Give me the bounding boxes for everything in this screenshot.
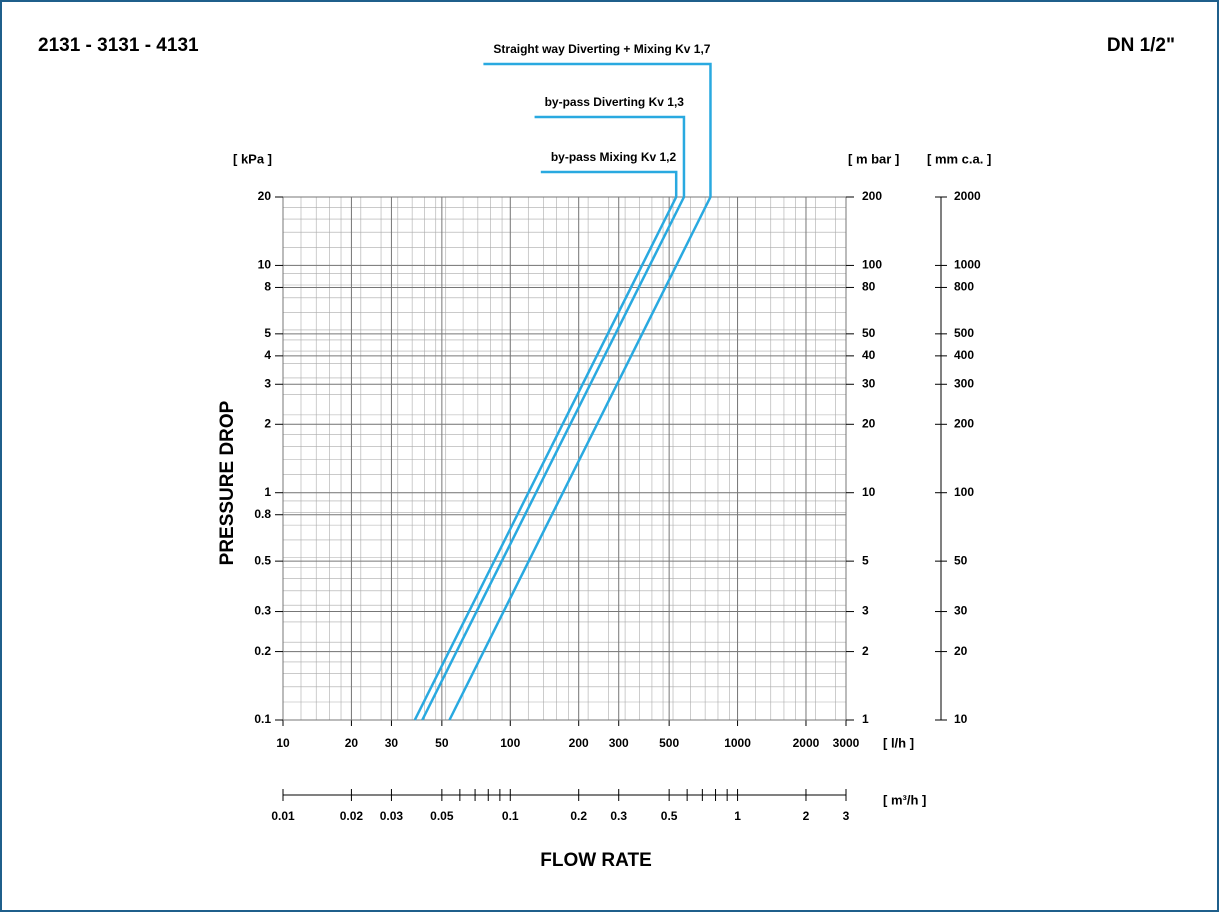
y3-tick-label: 500: [954, 326, 974, 340]
y-tick-label: 2: [264, 416, 271, 430]
y2-tick-label: 3: [862, 604, 869, 618]
y2-tick-label: 100: [862, 258, 882, 272]
legend-label: Straight way Diverting + Mixing Kv 1,7: [493, 42, 710, 56]
legend-label: by-pass Diverting Kv 1,3: [545, 95, 685, 109]
y2-tick-label: 40: [862, 348, 876, 362]
x2-tick-label: 0.3: [610, 809, 627, 823]
y-tick-label: 0.5: [254, 553, 271, 567]
x-tick-label: 10: [276, 736, 290, 750]
x2-tick-label: 0.02: [340, 809, 364, 823]
x-tick-label: 30: [385, 736, 399, 750]
chart-title: 2131 - 3131 - 4131: [38, 35, 199, 56]
legend-leader: [483, 62, 712, 197]
x-tick-label: 100: [500, 736, 520, 750]
x-tick-label: 300: [609, 736, 629, 750]
x2-tick-label: 0.01: [271, 809, 295, 823]
series-line: [421, 196, 686, 721]
x2-tick-label: 0.1: [502, 809, 519, 823]
x2-tick-label: 3: [843, 809, 850, 823]
y2-tick-label: 80: [862, 280, 876, 294]
y-tick-label: 20: [258, 189, 272, 203]
y3-tick-label: 800: [954, 280, 974, 294]
x-tick-label: 500: [659, 736, 679, 750]
x-tick-label: 20: [345, 736, 359, 750]
x2-unit: [ m³/h ]: [883, 792, 926, 807]
y3-tick-label: 2000: [954, 189, 981, 203]
y-tick-label: 10: [258, 258, 272, 272]
y3-tick-label: 200: [954, 416, 974, 430]
y-tick-label: 3: [264, 376, 271, 390]
legend-leader: [534, 115, 686, 197]
y-tick-label: 1: [264, 485, 271, 499]
x-tick-label: 50: [435, 736, 449, 750]
y2-tick-label: 2: [862, 644, 869, 658]
y-tick-label: 0.2: [254, 644, 271, 658]
y2-tick-label: 20: [862, 416, 876, 430]
y-axis-label: PRESSURE DROP: [217, 400, 238, 565]
y-tick-label: 5: [264, 326, 271, 340]
x2-tick-label: 0.2: [570, 809, 587, 823]
x-tick-label: 1000: [724, 736, 751, 750]
y-tick-label: 8: [264, 280, 271, 294]
y-unit: [ kPa ]: [233, 151, 272, 166]
y2-tick-label: 30: [862, 376, 876, 390]
y3-tick-label: 1000: [954, 258, 981, 272]
y2-tick-label: 50: [862, 326, 876, 340]
y3-tick-label: 50: [954, 553, 968, 567]
x-tick-label: 200: [569, 736, 589, 750]
y2-tick-label: 10: [862, 485, 876, 499]
y3-tick-label: 20: [954, 644, 968, 658]
y3-tick-label: 300: [954, 376, 974, 390]
y2-tick-label: 5: [862, 553, 869, 567]
x-tick-label: 3000: [833, 736, 860, 750]
legend-label: by-pass Mixing Kv 1,2: [551, 150, 677, 164]
y2-tick-label: 1: [862, 712, 869, 726]
x2-tick-label: 0.5: [661, 809, 678, 823]
y3-tick-label: 400: [954, 348, 974, 362]
legend-leader: [540, 170, 678, 197]
chart-subtitle: DN 1/2": [1107, 35, 1175, 56]
y2-unit: [ m bar ]: [848, 151, 899, 166]
y3-tick-label: 30: [954, 604, 968, 618]
x-axis-label: FLOW RATE: [540, 850, 652, 871]
series-line: [448, 196, 712, 721]
x-tick-label: 2000: [793, 736, 820, 750]
y3-tick-label: 10: [954, 712, 968, 726]
series-line: [413, 196, 678, 721]
y2-tick-label: 200: [862, 189, 882, 203]
y3-tick-label: 100: [954, 485, 974, 499]
x2-tick-label: 0.03: [380, 809, 404, 823]
y-tick-label: 0.1: [254, 712, 271, 726]
y3-unit: [ mm c.a. ]: [927, 151, 991, 166]
y-tick-label: 0.8: [254, 507, 271, 521]
y-tick-label: 4: [264, 348, 271, 362]
x2-tick-label: 1: [734, 809, 741, 823]
x2-tick-label: 2: [803, 809, 810, 823]
y-tick-label: 0.3: [254, 604, 271, 618]
x2-tick-label: 0.05: [430, 809, 454, 823]
x-unit: [ l/h ]: [883, 735, 914, 750]
